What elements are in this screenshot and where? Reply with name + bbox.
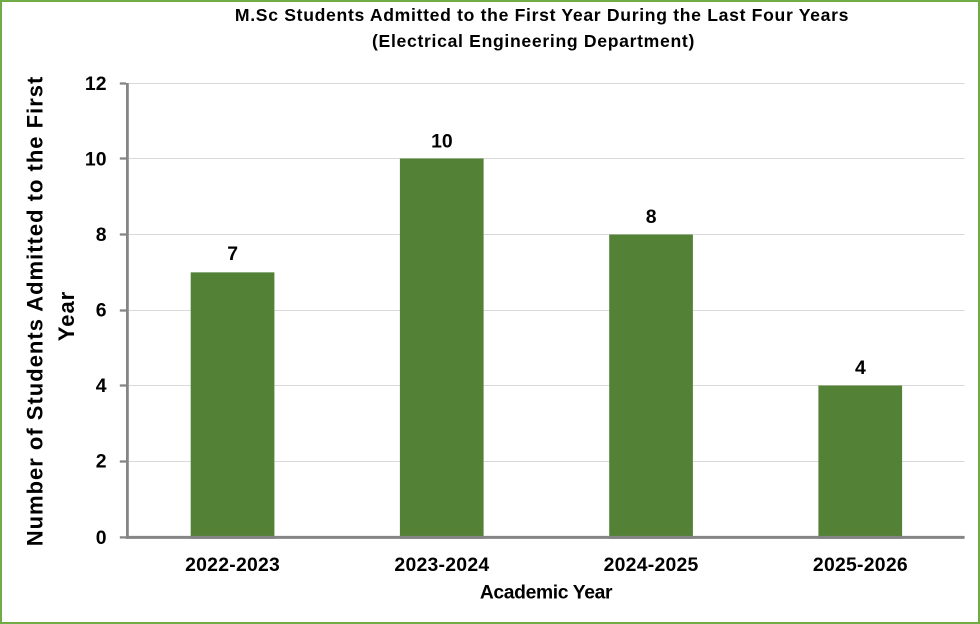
svg-text:4: 4 (96, 375, 107, 397)
svg-text:10: 10 (85, 148, 107, 170)
svg-text:Academic Year: Academic Year (480, 583, 613, 604)
svg-text:(Electrical Engineering Depart: (Electrical Engineering Department) (372, 31, 695, 51)
svg-text:0: 0 (96, 527, 107, 549)
svg-text:8: 8 (96, 224, 107, 246)
svg-text:4: 4 (855, 357, 866, 379)
svg-text:8: 8 (646, 206, 657, 228)
svg-text:Year: Year (54, 291, 79, 342)
svg-text:2025-2026: 2025-2026 (813, 554, 908, 576)
svg-text:2: 2 (96, 450, 107, 472)
svg-text:2022-2023: 2022-2023 (185, 554, 280, 576)
svg-text:10: 10 (431, 130, 453, 152)
svg-text:6: 6 (96, 299, 107, 321)
svg-text:M.Sc Students Admitted to the: M.Sc Students Admitted to the First Year… (235, 5, 849, 25)
svg-text:2024-2025: 2024-2025 (604, 554, 699, 576)
svg-text:7: 7 (227, 243, 238, 265)
svg-text:Number of Students Admitted to: Number of Students Admitted to the First (22, 76, 47, 547)
svg-text:2023-2024: 2023-2024 (394, 554, 489, 576)
svg-text:12: 12 (85, 73, 107, 95)
